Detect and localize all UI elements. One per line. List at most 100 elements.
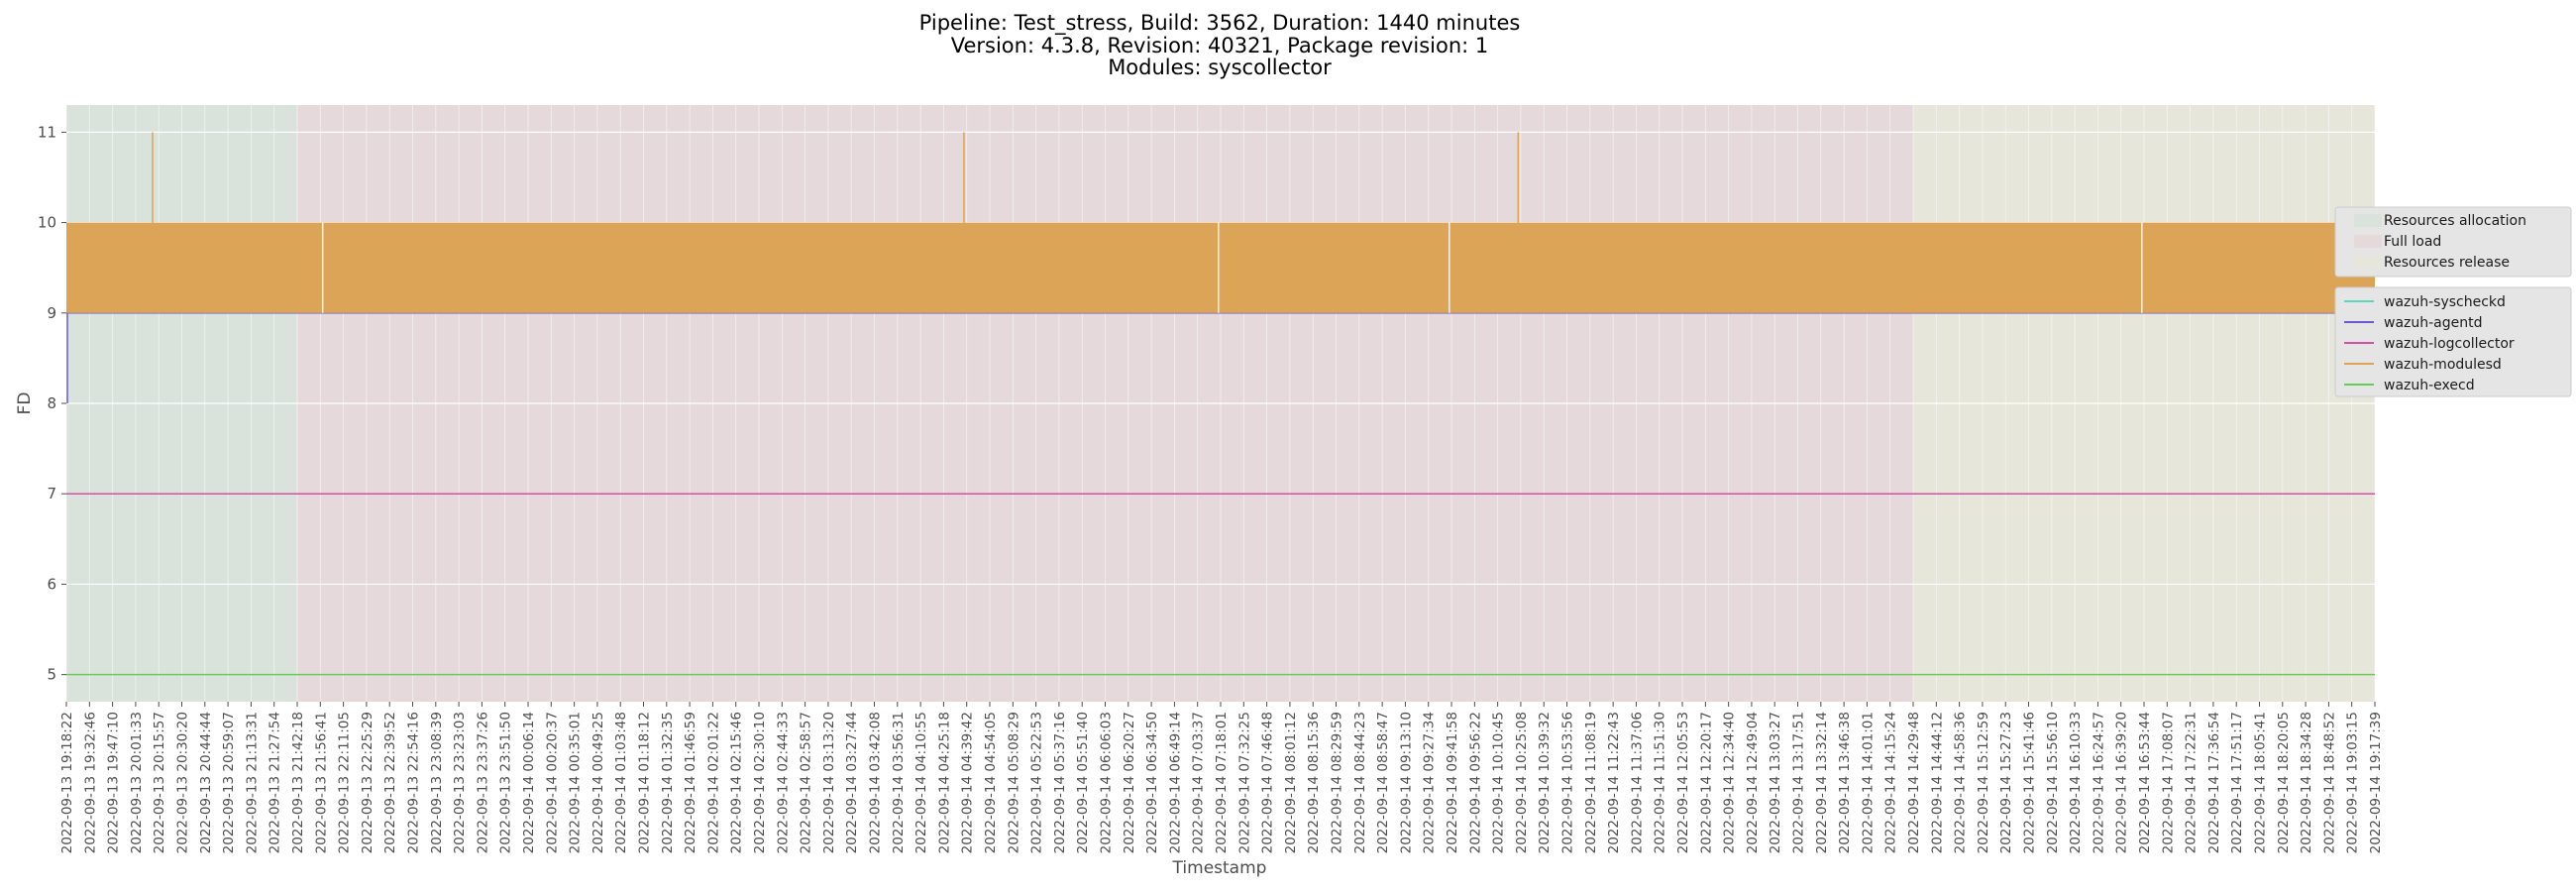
x-tick-label: 2022-09-14 08:01:12 — [1283, 712, 1299, 853]
x-tick-label: 2022-09-14 06:20:27 — [1122, 712, 1137, 853]
x-tick-label: 2022-09-14 16:24:57 — [2091, 712, 2106, 853]
x-tick-label: 2022-09-13 20:30:20 — [175, 712, 191, 853]
x-tick-label: 2022-09-14 04:25:18 — [936, 712, 952, 853]
x-tick-label: 2022-09-14 02:44:33 — [775, 712, 791, 853]
x-tick-label: 2022-09-14 01:03:48 — [613, 712, 629, 853]
grid-lines — [65, 105, 2376, 702]
x-tick-label: 2022-09-14 08:29:59 — [1330, 712, 1345, 853]
x-tick-label: 2022-09-13 23:37:26 — [475, 712, 490, 853]
x-tick-label: 2022-09-14 01:46:59 — [683, 712, 698, 853]
x-tick-label: 2022-09-14 05:22:53 — [1029, 712, 1045, 853]
legend-series: wazuh-syscheckd wazuh-agentd wazuh-logcoll… — [2334, 286, 2572, 397]
x-axis-label: Timestamp — [1172, 858, 1267, 878]
legend-series-label: wazuh-agentd — [2384, 315, 2483, 331]
x-tick-label: 2022-09-14 18:05:41 — [2252, 712, 2268, 853]
x-tick-label: 2022-09-14 03:13:20 — [821, 712, 837, 853]
x-tick-label: 2022-09-13 22:11:05 — [337, 712, 353, 853]
x-tick-label: 2022-09-14 13:17:51 — [1791, 712, 1807, 853]
x-tick-label: 2022-09-14 09:41:58 — [1445, 712, 1460, 853]
title-line-3: Modules: syscollector — [1108, 56, 1332, 79]
x-tick-label: 2022-09-14 02:01:22 — [705, 712, 721, 853]
x-tick-label: 2022-09-14 07:46:48 — [1260, 712, 1276, 853]
x-tick-label: 2022-09-14 19:03:15 — [2345, 712, 2361, 853]
x-tick-label: 2022-09-13 22:54:16 — [406, 712, 422, 853]
x-tick-label: 2022-09-14 15:56:10 — [2045, 712, 2061, 853]
x-tick-label: 2022-09-14 08:15:36 — [1306, 712, 1322, 853]
legend-phase-label: Resources release — [2384, 255, 2510, 271]
title-line-2: Version: 4.3.8, Revision: 40321, Package… — [951, 34, 1489, 57]
x-tick-label: 2022-09-14 13:32:14 — [1814, 712, 1830, 853]
x-tick-label: 2022-09-14 14:44:12 — [1929, 712, 1945, 853]
x-tick-label: 2022-09-14 14:58:36 — [1953, 712, 1969, 853]
x-tick-label: 2022-09-14 18:34:28 — [2299, 712, 2314, 853]
x-tick-label: 2022-09-14 15:27:23 — [1998, 712, 2014, 853]
x-tick-label: 2022-09-14 14:01:01 — [1860, 712, 1876, 853]
legend-series-label: wazuh-syscheckd — [2384, 294, 2506, 310]
x-tick-label: 2022-09-14 12:20:17 — [1698, 712, 1714, 853]
x-tick-label: 2022-09-14 12:34:40 — [1722, 712, 1738, 853]
x-tick-label: 2022-09-14 02:15:46 — [729, 712, 745, 853]
x-tick-label: 2022-09-14 19:17:39 — [2368, 712, 2384, 853]
x-tick-label: 2022-09-14 14:15:24 — [1883, 712, 1899, 853]
x-tick-label: 2022-09-13 21:13:31 — [244, 712, 260, 853]
x-tick-label: 2022-09-14 02:58:57 — [799, 712, 814, 853]
x-tick-label: 2022-09-14 17:08:07 — [2160, 712, 2176, 853]
x-tick-label: 2022-09-14 10:25:08 — [1514, 712, 1530, 853]
x-tick-label: 2022-09-14 03:56:31 — [891, 712, 907, 853]
series-lines — [66, 132, 2375, 676]
x-tick-label: 2022-09-14 11:22:43 — [1606, 712, 1622, 853]
x-tick-label: 2022-09-14 01:32:35 — [660, 712, 676, 853]
x-tick-label: 2022-09-14 06:34:50 — [1144, 712, 1160, 853]
x-tick-label: 2022-09-14 06:06:03 — [1099, 712, 1115, 853]
x-tick-label: 2022-09-13 21:42:18 — [290, 712, 306, 853]
x-tick-label: 2022-09-13 19:32:46 — [82, 712, 98, 853]
x-tick-label: 2022-09-14 18:20:05 — [2276, 712, 2292, 853]
x-tick-label: 2022-09-14 11:08:19 — [1583, 712, 1599, 853]
x-tick-label: 2022-09-14 16:10:33 — [2068, 712, 2084, 853]
x-tick-label: 2022-09-14 06:49:14 — [1167, 712, 1183, 853]
x-tick-label: 2022-09-13 20:01:33 — [129, 712, 145, 853]
x-tick-label: 2022-09-13 21:56:41 — [313, 712, 329, 853]
x-tick-label: 2022-09-13 22:39:52 — [382, 712, 398, 853]
x-tick-label: 2022-09-13 21:27:54 — [268, 712, 283, 853]
x-tick-label: 2022-09-14 12:49:04 — [1745, 712, 1761, 853]
x-tick-label: 2022-09-14 11:51:30 — [1653, 712, 1668, 853]
x-tick-label: 2022-09-14 15:41:46 — [2022, 712, 2038, 853]
x-tick-label: 2022-09-13 20:59:07 — [221, 712, 237, 853]
legend-phase-swatch — [2354, 214, 2382, 227]
x-tick-label: 2022-09-14 05:51:40 — [1075, 712, 1091, 853]
y-tick-label: 7 — [47, 485, 56, 502]
x-tick-label: 2022-09-14 17:51:17 — [2229, 712, 2245, 853]
x-tick-label: 2022-09-14 18:48:52 — [2321, 712, 2337, 853]
y-axis-ticks: 5 6 7 8 9 10 11 — [38, 123, 66, 684]
x-tick-label: 2022-09-14 09:13:10 — [1398, 712, 1414, 853]
legend-phase-label: Full load — [2384, 234, 2441, 250]
y-tick-label: 11 — [38, 123, 56, 141]
x-tick-label: 2022-09-14 03:27:44 — [844, 712, 860, 853]
x-tick-label: 2022-09-13 23:08:39 — [429, 712, 445, 853]
x-tick-label: 2022-09-14 00:20:37 — [544, 712, 560, 853]
x-tick-label: 2022-09-14 13:03:27 — [1768, 712, 1783, 853]
x-tick-label: 2022-09-14 11:37:06 — [1629, 712, 1645, 853]
x-axis-ticks: 2022-09-13 19:18:22 2022-09-13 19:32:46 20… — [59, 702, 2384, 853]
legend-phase-swatch — [2354, 256, 2382, 269]
y-tick-label: 8 — [47, 394, 56, 412]
x-tick-label: 2022-09-14 09:56:22 — [1467, 712, 1483, 853]
y-tick-label: 10 — [38, 214, 56, 232]
x-tick-label: 2022-09-14 16:53:44 — [2137, 712, 2153, 853]
x-tick-label: 2022-09-14 12:05:53 — [1675, 712, 1691, 853]
x-tick-label: 2022-09-14 04:54:05 — [983, 712, 999, 853]
x-tick-label: 2022-09-13 19:18:22 — [59, 712, 75, 853]
x-tick-label: 2022-09-14 01:18:12 — [637, 712, 653, 853]
x-tick-label: 2022-09-14 04:10:55 — [913, 712, 929, 853]
x-tick-label: 2022-09-14 17:22:31 — [2184, 712, 2200, 853]
legend-series-label: wazuh-execd — [2384, 378, 2475, 393]
x-tick-label: 2022-09-13 23:23:03 — [452, 712, 468, 853]
x-tick-label: 2022-09-14 08:44:23 — [1352, 712, 1368, 853]
y-axis-label: FD — [15, 392, 35, 415]
y-tick-label: 6 — [47, 575, 56, 593]
legend-phase-label: Resources allocation — [2384, 213, 2526, 229]
x-tick-label: 2022-09-14 08:58:47 — [1375, 712, 1391, 853]
y-tick-label: 9 — [47, 304, 56, 322]
